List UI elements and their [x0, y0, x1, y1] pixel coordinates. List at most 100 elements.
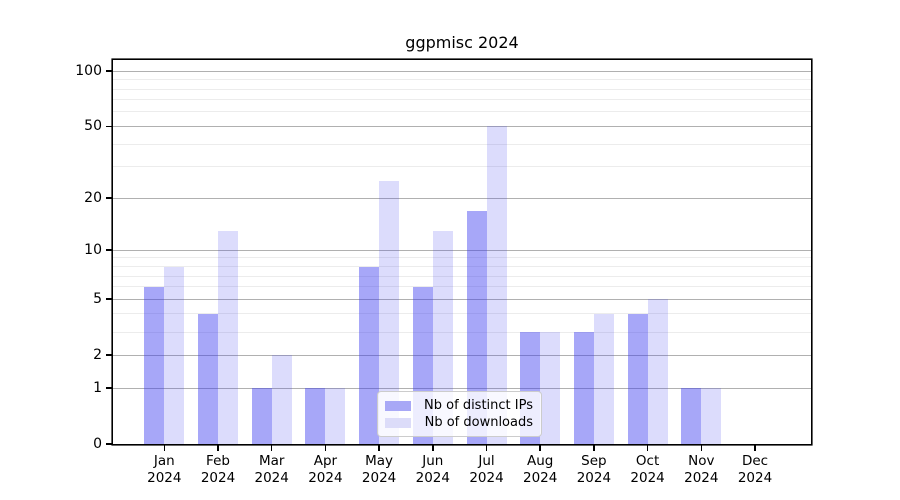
x-tick-label-dec: Dec 2024	[723, 453, 787, 486]
x-tick-label-oct: Oct 2024	[616, 453, 680, 486]
x-tick-label-jun: Jun 2024	[401, 453, 465, 486]
month-label: May	[365, 453, 394, 469]
legend-item-downloads: Nb of downloads	[385, 415, 533, 430]
month-label: Nov	[688, 453, 715, 469]
x-tick-label-mar: Mar 2024	[240, 453, 304, 486]
month-label: Aug	[527, 453, 554, 469]
bar-apr-downloads	[325, 388, 346, 444]
y-tick-1	[106, 387, 112, 389]
bar-jun-downloads	[432, 230, 453, 444]
bar-mar-downloads	[271, 355, 292, 444]
x-tick-label-apr: Apr 2024	[293, 453, 357, 486]
month-label: Dec	[741, 453, 769, 469]
year-label: 2024	[469, 469, 504, 486]
plot-area	[113, 60, 811, 444]
x-tick-sep	[593, 445, 595, 451]
year-label: 2024	[254, 469, 289, 486]
month-label: Sep	[581, 453, 607, 469]
y-tick-10	[106, 249, 112, 252]
bar-sep-downloads	[593, 314, 614, 444]
bar-oct-downloads	[647, 299, 668, 444]
x-tick-dec	[754, 445, 756, 451]
bar-apr-distinct-ips	[305, 388, 326, 444]
bar-feb-downloads	[218, 230, 238, 444]
y-tick-2	[106, 354, 112, 357]
year-label: 2024	[415, 469, 450, 486]
y-tick-label-20: 20	[84, 190, 102, 207]
x-tick-apr	[324, 445, 327, 451]
bar-nov-distinct-ips	[681, 388, 702, 444]
gridline-minor-4	[113, 313, 811, 315]
gridline-minor-6	[113, 286, 811, 288]
gridline-minor-70	[113, 99, 811, 101]
x-tick-label-jan: Jan 2024	[132, 453, 196, 486]
y-tick-50	[106, 125, 112, 128]
y-tick-5	[106, 298, 112, 301]
x-tick-label-aug: Aug 2024	[508, 453, 572, 486]
x-tick-jun	[432, 445, 434, 451]
month-label: Feb	[206, 453, 230, 469]
bar-jul-downloads	[486, 126, 507, 444]
legend: Nb of distinct IPs Nb of downloads	[377, 391, 542, 437]
year-label: 2024	[523, 469, 558, 486]
month-label: Mar	[258, 453, 285, 469]
year-label: 2024	[308, 469, 343, 486]
year-label: 2024	[737, 469, 773, 486]
bar-mar-distinct-ips	[251, 388, 272, 444]
month-label: Jan	[153, 453, 175, 469]
y-tick-label-0: 0	[93, 436, 102, 452]
month-label: Jul	[478, 453, 495, 469]
y-tick-label-5: 5	[93, 291, 102, 308]
y-tick-20	[106, 197, 112, 199]
y-tick-100	[106, 70, 112, 72]
legend-item-distinct-ips: Nb of distinct IPs	[385, 398, 533, 413]
x-tick-label-nov: Nov 2024	[669, 453, 733, 486]
gridline-minor-40	[113, 143, 811, 145]
x-tick-mar	[270, 445, 273, 451]
bar-aug-downloads	[540, 332, 561, 444]
x-tick-label-feb: Feb 2024	[186, 453, 250, 486]
gridline-major-10	[113, 249, 811, 251]
gridline-major-20	[113, 197, 811, 199]
x-tick-oct	[646, 445, 649, 451]
bar-nov-downloads	[701, 388, 722, 444]
legend-swatch-distinct-ips	[385, 400, 411, 411]
gridline-minor-8	[113, 266, 811, 267]
y-tick-label-1: 1	[93, 380, 102, 396]
gridline-major-5	[113, 298, 811, 300]
month-label: Apr	[313, 453, 338, 469]
bar-sep-distinct-ips	[573, 332, 594, 444]
year-label: 2024	[630, 469, 665, 486]
y-tick-label-100: 100	[75, 63, 102, 80]
y-tick-label-50: 50	[84, 118, 102, 135]
gridline-minor-60	[113, 111, 811, 113]
bar-jan-distinct-ips	[144, 286, 165, 444]
year-label: 2024	[200, 469, 236, 486]
x-tick-jul	[485, 445, 488, 451]
gridline-minor-3	[113, 331, 811, 333]
bar-may-downloads	[379, 180, 400, 444]
y-tick-0	[106, 443, 112, 445]
month-label: Oct	[635, 453, 660, 469]
bar-may-distinct-ips	[359, 266, 380, 444]
x-tick-label-sep: Sep 2024	[562, 453, 626, 486]
year-label: 2024	[684, 469, 719, 486]
x-tick-feb	[217, 445, 219, 451]
bar-oct-distinct-ips	[627, 314, 648, 444]
x-tick-label-may: May 2024	[347, 453, 411, 486]
gridline-minor-90	[113, 79, 811, 81]
gridline-minor-7	[113, 275, 811, 277]
y-tick-label-2: 2	[93, 347, 102, 364]
bar-jan-downloads	[164, 266, 185, 444]
x-tick-aug	[539, 445, 541, 451]
year-label: 2024	[576, 469, 612, 486]
year-label: 2024	[361, 469, 397, 486]
month-label: Jun	[422, 453, 444, 469]
x-tick-nov	[700, 445, 703, 451]
y-tick-label-10: 10	[84, 242, 102, 259]
legend-label-downloads: Nb of downloads	[424, 415, 533, 430]
gridline-major-2	[113, 354, 811, 356]
gridline-minor-80	[113, 88, 811, 90]
legend-swatch-downloads	[385, 417, 411, 428]
